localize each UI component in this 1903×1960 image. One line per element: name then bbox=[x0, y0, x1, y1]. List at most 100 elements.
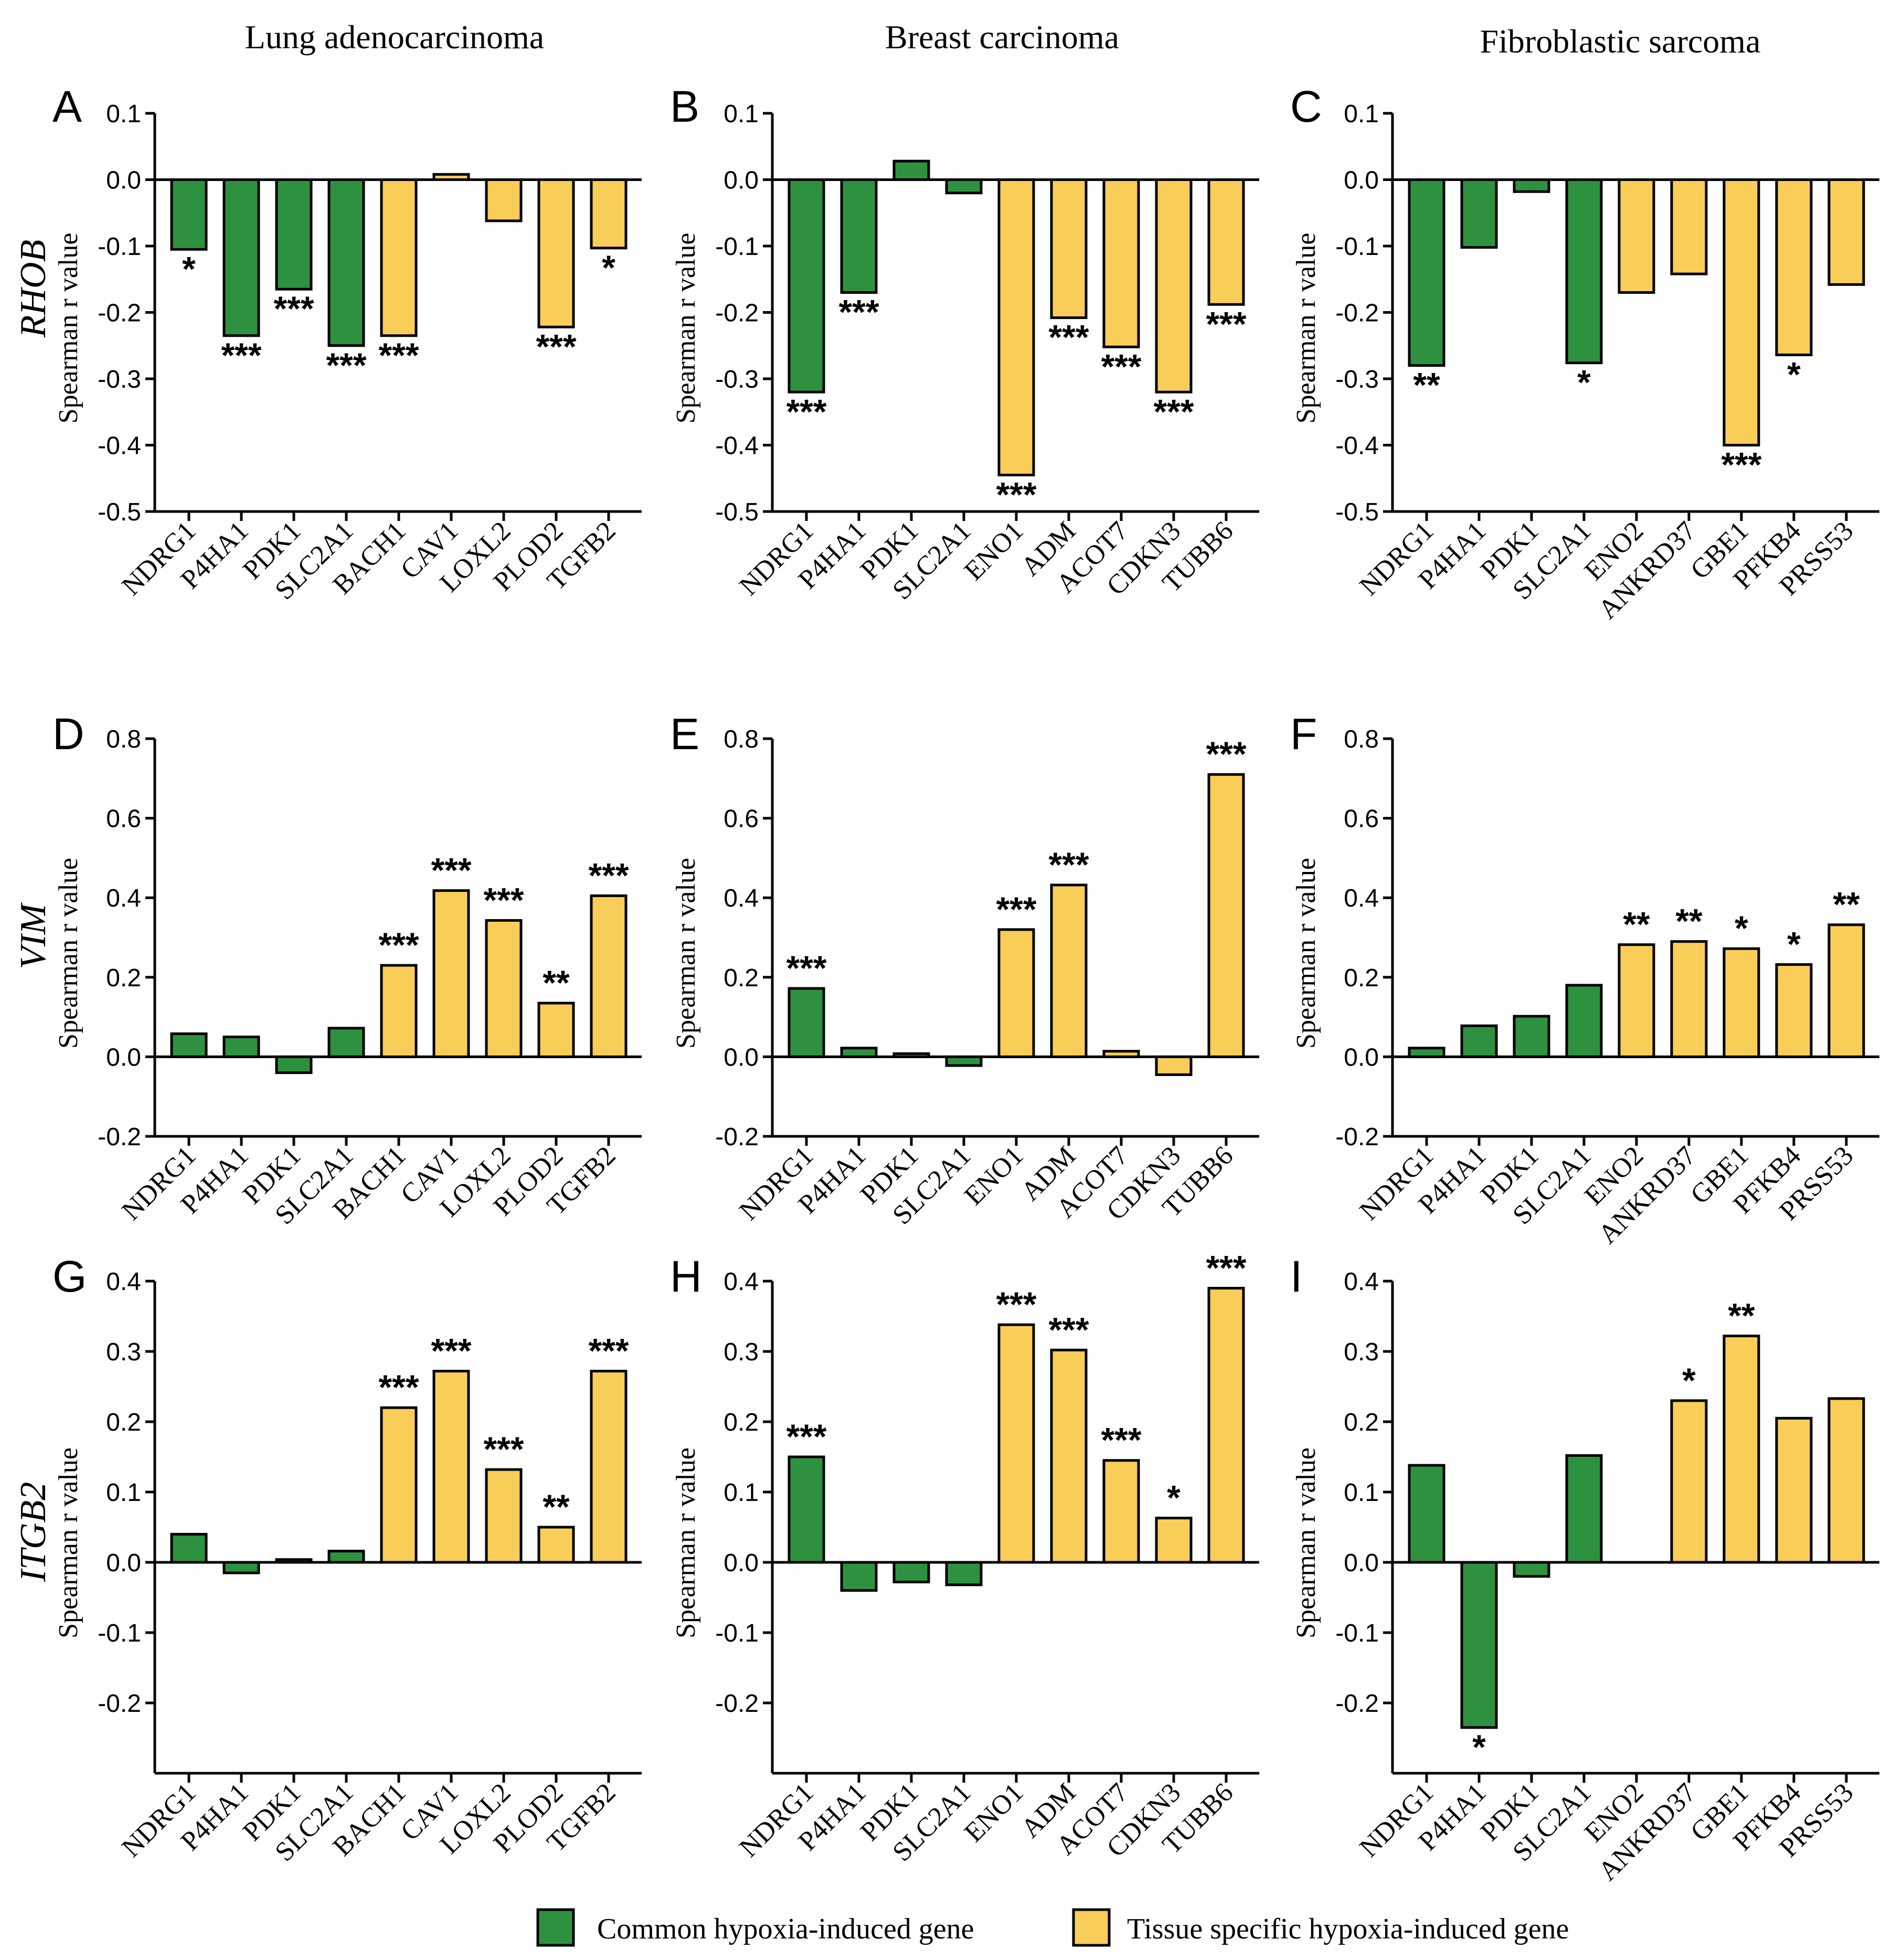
y-tick-label: 0.8 bbox=[1344, 726, 1379, 753]
bar-pdk1 bbox=[275, 1055, 313, 1074]
bar-p4ha1 bbox=[1460, 178, 1498, 249]
y-tick-label: 0.2 bbox=[106, 1409, 141, 1436]
bar-pdk1 bbox=[892, 1561, 930, 1584]
bar-pdk1 bbox=[1513, 1015, 1550, 1058]
significance-marker: *** bbox=[378, 1368, 419, 1407]
y-tick-label: -0.2 bbox=[1335, 1690, 1379, 1718]
significance-marker: ** bbox=[543, 963, 570, 1002]
significance-marker: ** bbox=[1623, 905, 1650, 944]
bar-p4ha1 bbox=[840, 178, 878, 294]
bar-ndrg1 bbox=[1408, 178, 1445, 367]
row-label-itgb2: ITGB2 bbox=[13, 1482, 54, 1583]
y-tick-label: -0.2 bbox=[98, 1123, 141, 1151]
y-tick-label: 0.0 bbox=[1344, 1043, 1379, 1071]
bar-eno2 bbox=[1618, 178, 1655, 294]
bar-slc2a1 bbox=[1565, 1454, 1603, 1564]
legend-label-tissue: Tissue specific hypoxia-induced gene bbox=[1127, 1913, 1569, 1945]
y-axis-label: Spearman r value bbox=[671, 1447, 701, 1638]
significance-marker: *** bbox=[483, 880, 524, 919]
significance-marker: *** bbox=[1101, 347, 1141, 386]
bar-ndrg1 bbox=[1408, 1047, 1445, 1058]
y-tick-label: 0.1 bbox=[106, 100, 141, 128]
significance-marker: *** bbox=[431, 1331, 471, 1370]
significance-marker: *** bbox=[431, 851, 471, 890]
y-tick-label: -0.1 bbox=[715, 233, 759, 261]
row-label-rhob: RHOB bbox=[13, 240, 54, 338]
significance-marker: *** bbox=[838, 293, 879, 332]
bar-prss53 bbox=[1827, 1397, 1865, 1564]
bar-pfkb4 bbox=[1775, 178, 1813, 356]
significance-marker: *** bbox=[1721, 445, 1761, 484]
significance-marker: * bbox=[1577, 363, 1591, 402]
significance-marker: *** bbox=[588, 1331, 629, 1370]
y-tick-label: 0.0 bbox=[106, 167, 141, 195]
y-tick-label: 0.0 bbox=[1344, 167, 1379, 195]
panel-letter: G bbox=[52, 1252, 87, 1301]
significance-marker: ** bbox=[1833, 885, 1860, 924]
y-tick-label: 0.2 bbox=[1344, 964, 1379, 992]
bar-plod2 bbox=[537, 1526, 575, 1564]
bar-slc2a1 bbox=[945, 1055, 983, 1067]
y-tick-label: 0.4 bbox=[106, 1268, 141, 1296]
legend-swatch-common bbox=[536, 1908, 575, 1947]
y-tick-label: 0.0 bbox=[106, 1043, 141, 1071]
bar-tgfb2 bbox=[590, 178, 628, 250]
y-tick-label: -0.2 bbox=[1335, 300, 1379, 327]
bar-tubb6 bbox=[1207, 1286, 1245, 1564]
significance-marker: * bbox=[1682, 1361, 1696, 1400]
y-tick-label: -0.1 bbox=[98, 233, 141, 261]
y-tick-label: 0.0 bbox=[106, 1549, 141, 1577]
y-tick-label: -0.2 bbox=[98, 300, 141, 327]
y-tick-label: 0.0 bbox=[724, 1549, 759, 1577]
significance-marker: ** bbox=[1675, 902, 1703, 941]
bar-p4ha1 bbox=[840, 1561, 878, 1592]
bar-tubb6 bbox=[1207, 773, 1245, 1058]
y-tick-label: 0.2 bbox=[1344, 1409, 1379, 1436]
bar-ndrg1 bbox=[170, 1532, 208, 1564]
bar-slc2a1 bbox=[327, 1027, 365, 1058]
bar-acot7 bbox=[1102, 178, 1140, 348]
bar-cdkn3 bbox=[1155, 1517, 1193, 1564]
bar-gbe1 bbox=[1723, 178, 1760, 446]
bar-ankrd37 bbox=[1670, 178, 1708, 275]
bar-tubb6 bbox=[1207, 178, 1245, 306]
y-tick-label: -0.2 bbox=[98, 1690, 141, 1718]
bar-slc2a1 bbox=[1565, 178, 1603, 365]
bar-ndrg1 bbox=[788, 987, 825, 1058]
y-axis-label: Spearman r value bbox=[1291, 1447, 1321, 1638]
y-axis-label: Spearman r value bbox=[54, 233, 83, 424]
panel-letter: B bbox=[670, 82, 699, 131]
significance-marker: *** bbox=[1048, 1310, 1089, 1349]
bar-adm bbox=[1050, 1348, 1088, 1564]
bar-bach1 bbox=[380, 178, 418, 337]
significance-marker: *** bbox=[1101, 1421, 1141, 1460]
significance-marker: *** bbox=[483, 1430, 524, 1468]
bar-pdk1 bbox=[1513, 1561, 1550, 1578]
bar-acot7 bbox=[1102, 1459, 1140, 1564]
legend-swatch-tissue bbox=[1072, 1908, 1111, 1947]
panel-letter: F bbox=[1290, 709, 1317, 759]
y-tick-label: 0.2 bbox=[724, 964, 759, 992]
y-tick-label: -0.2 bbox=[1335, 1123, 1379, 1151]
y-tick-label: 0.3 bbox=[1344, 1338, 1379, 1366]
bar-adm bbox=[1050, 178, 1088, 319]
panel-A: A Spearman r value 0.1 0.0 -0.1 -0.2 -0.3 -0.4 -… bbox=[52, 82, 642, 605]
bar-cdkn3 bbox=[1155, 178, 1193, 393]
y-tick-label: 0.1 bbox=[724, 1479, 759, 1507]
significance-marker: *** bbox=[786, 949, 826, 987]
bar-cav1 bbox=[432, 173, 470, 182]
panel-letter: E bbox=[670, 709, 699, 759]
significance-marker: *** bbox=[378, 925, 419, 964]
significance-marker: *** bbox=[1206, 734, 1246, 773]
bar-acot7 bbox=[1102, 1050, 1140, 1058]
significance-marker: * bbox=[1167, 1478, 1181, 1517]
y-axis-label: Spearman r value bbox=[1291, 233, 1321, 424]
bar-ndrg1 bbox=[1408, 1464, 1445, 1564]
column-title-lung: Lung adenocarcinoma bbox=[245, 18, 544, 56]
y-tick-label: 0.0 bbox=[724, 1043, 759, 1071]
panel-letter: C bbox=[1290, 82, 1322, 131]
significance-marker: *** bbox=[786, 1417, 826, 1456]
significance-marker: * bbox=[1472, 1728, 1486, 1766]
significance-marker: *** bbox=[786, 392, 826, 431]
